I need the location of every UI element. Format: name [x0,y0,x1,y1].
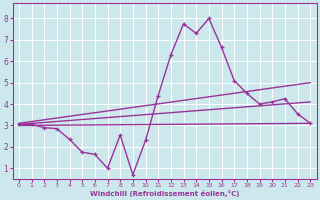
X-axis label: Windchill (Refroidissement éolien,°C): Windchill (Refroidissement éolien,°C) [90,190,239,197]
